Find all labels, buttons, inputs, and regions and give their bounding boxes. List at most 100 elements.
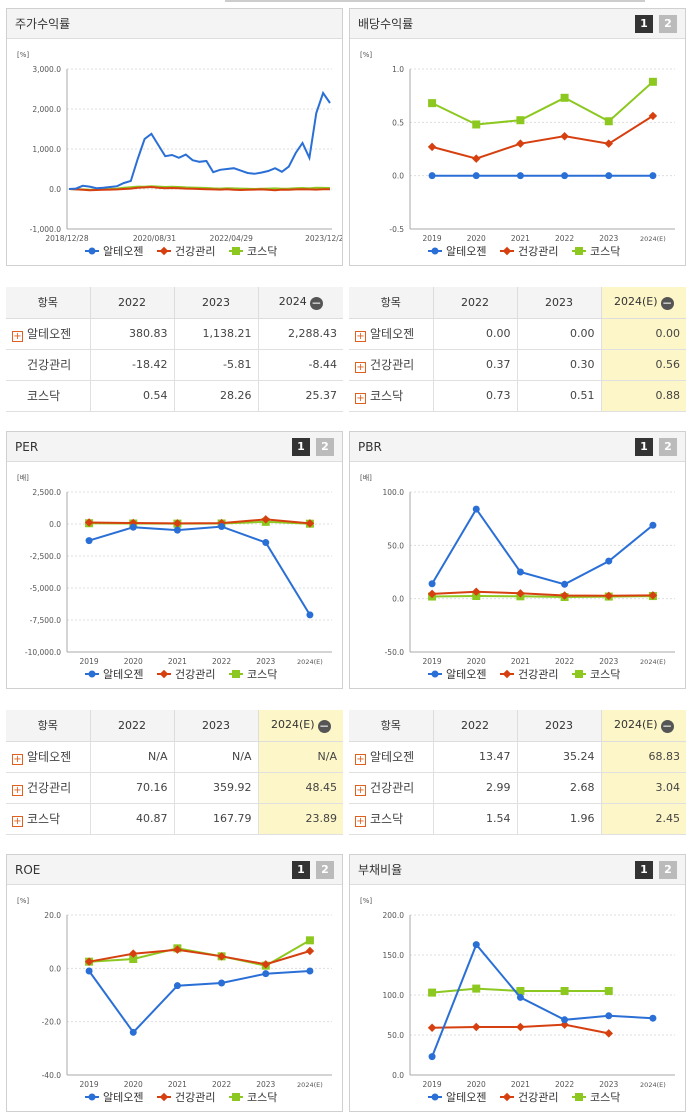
data-point bbox=[502, 1092, 512, 1102]
table-cell: 1.96 bbox=[516, 803, 601, 835]
x-tick-label: 2019 bbox=[80, 1080, 99, 1089]
expand-icon[interactable]: + bbox=[355, 754, 366, 765]
y-tick-label: 150.0 bbox=[383, 951, 405, 960]
row-label: + 건강관리 bbox=[349, 349, 433, 381]
row-name: 건강관리 bbox=[370, 781, 415, 795]
row-name: 알테오젠 bbox=[370, 327, 415, 341]
table-cell: 40.87 bbox=[89, 803, 174, 835]
view-2-button[interactable]: 2 bbox=[316, 438, 334, 456]
header-label: 2024(E) bbox=[270, 717, 315, 731]
data-point bbox=[129, 523, 137, 531]
data-point bbox=[217, 952, 226, 961]
row-name: 코스닥 bbox=[27, 389, 61, 403]
data-point bbox=[502, 246, 512, 256]
y-axis-unit: [%] bbox=[17, 897, 29, 905]
expand-icon[interactable]: + bbox=[355, 331, 366, 342]
row-name: 건강관리 bbox=[27, 358, 72, 372]
data-point bbox=[261, 515, 270, 524]
series-line bbox=[88, 525, 311, 616]
data-point bbox=[431, 1093, 439, 1101]
x-tick-label: 2019 bbox=[423, 234, 442, 243]
table-row: + 코스닥 0.73 0.51 0.88 bbox=[349, 380, 686, 412]
data-point bbox=[427, 1023, 437, 1033]
debt-ratio-panel: 부채비율 1 2 [%] 200.0 150.0 100.0 50.0 0.0 2019 20… bbox=[349, 854, 686, 1112]
series-line bbox=[68, 90, 331, 190]
chart-legend: 알테오젠 건강관리 코스닥 bbox=[428, 667, 620, 681]
table-cell: 167.79 bbox=[173, 803, 258, 835]
data-point bbox=[560, 131, 569, 141]
data-point bbox=[431, 670, 439, 678]
data-point bbox=[305, 936, 314, 945]
data-point bbox=[428, 172, 436, 180]
table-header: 2023 bbox=[516, 710, 601, 742]
chart-legend: 알테오젠 건강관리 코스닥 bbox=[428, 244, 620, 258]
table-header: 항목 bbox=[349, 710, 433, 742]
y-tick-label: 0.0 bbox=[49, 185, 61, 194]
view-1-button[interactable]: 1 bbox=[635, 861, 653, 879]
table-cell: 23.89 bbox=[257, 803, 343, 835]
table-cell: 13.47 bbox=[432, 741, 517, 773]
view-2-button[interactable]: 2 bbox=[659, 438, 677, 456]
view-1-button[interactable]: 1 bbox=[292, 438, 310, 456]
per-chart: [배]2,500.0 0.0 -2,500.0 -5,000.0 -7,500.0 -10… bbox=[17, 473, 332, 681]
data-point bbox=[516, 1022, 525, 1032]
pbr-table: 항목 2022 2023 2024(E) − + 알테오젠 13.47 35.24 68.83 + 건… bbox=[349, 710, 686, 835]
data-point bbox=[472, 941, 480, 949]
collapse-icon[interactable]: − bbox=[309, 295, 323, 310]
header-label: 2023 bbox=[202, 295, 230, 309]
pbr-panel: PBR 1 2 [배] 100.0 50.0 0.0 -50.0 2019 2020 2021… bbox=[349, 431, 686, 689]
expand-icon[interactable]: + bbox=[355, 785, 366, 796]
data-point bbox=[262, 970, 270, 978]
data-point bbox=[604, 117, 613, 126]
collapse-icon[interactable]: − bbox=[660, 295, 674, 310]
table-cell: -5.81 bbox=[173, 349, 258, 381]
collapse-icon[interactable]: − bbox=[317, 718, 331, 733]
row-label: + 코스닥 bbox=[349, 380, 433, 412]
table-header: 2022 bbox=[89, 287, 174, 319]
data-point bbox=[605, 172, 613, 180]
y-tick-label: 0.0 bbox=[49, 520, 61, 529]
expand-icon[interactable]: + bbox=[355, 393, 366, 404]
x-tick-label: 2022/04/29 bbox=[210, 234, 253, 243]
view-2-button[interactable]: 2 bbox=[659, 15, 677, 33]
table-row: + 건강관리 2.99 2.68 3.04 bbox=[349, 772, 686, 804]
data-point bbox=[431, 247, 439, 255]
expand-icon[interactable]: + bbox=[355, 816, 366, 827]
series-line bbox=[431, 115, 654, 160]
y-tick-label: -1,000.0 bbox=[30, 225, 62, 234]
row-name: 알테오젠 bbox=[27, 327, 72, 341]
expand-icon[interactable]: + bbox=[12, 754, 23, 765]
collapse-icon[interactable]: − bbox=[660, 718, 674, 733]
x-tick-label: 2024(E) bbox=[297, 1081, 323, 1089]
legend-label: 코스닥 bbox=[590, 245, 620, 258]
stock-return-chart: [%]3,000.0 2,000.0 1,000.0 0.0 -1,000.02018/… bbox=[17, 51, 349, 258]
data-point bbox=[575, 670, 583, 678]
table-cell: 1,138.21 bbox=[173, 318, 258, 350]
view-2-button[interactable]: 2 bbox=[316, 861, 334, 879]
header-label: 항목 bbox=[380, 719, 401, 733]
series-line bbox=[88, 970, 310, 1034]
expand-icon[interactable]: + bbox=[355, 362, 366, 373]
data-point bbox=[129, 955, 138, 963]
x-tick-label: 2021 bbox=[511, 234, 530, 243]
table-cell: 0.37 bbox=[432, 349, 517, 381]
expand-icon[interactable]: + bbox=[12, 785, 23, 796]
data-point bbox=[516, 993, 524, 1001]
x-tick-label: 2018/12/28 bbox=[45, 234, 88, 243]
x-tick-label: 2020 bbox=[467, 234, 486, 243]
table-header: 2022 bbox=[89, 710, 174, 742]
expand-icon[interactable]: + bbox=[12, 331, 23, 342]
x-tick-label: 2020 bbox=[467, 1080, 486, 1089]
view-1-button[interactable]: 1 bbox=[635, 438, 653, 456]
header-label: 2023 bbox=[202, 718, 230, 732]
data-point bbox=[262, 539, 270, 547]
view-1-button[interactable]: 1 bbox=[635, 15, 653, 33]
view-1-button[interactable]: 1 bbox=[292, 861, 310, 879]
panel-title: PER bbox=[7, 432, 342, 462]
header-label: 항목 bbox=[37, 296, 58, 310]
expand-icon[interactable]: + bbox=[12, 816, 23, 827]
row-label: 코스닥 bbox=[6, 380, 90, 412]
table-row: + 코스닥 1.54 1.96 2.45 bbox=[349, 803, 686, 835]
data-point bbox=[575, 247, 583, 255]
view-2-button[interactable]: 2 bbox=[659, 861, 677, 879]
